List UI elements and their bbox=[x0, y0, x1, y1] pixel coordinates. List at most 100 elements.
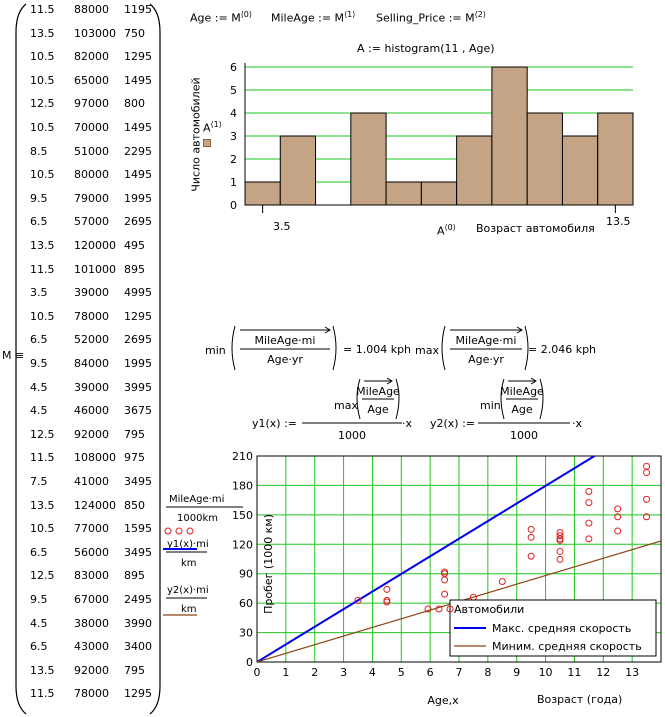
histogram-y-axis-label: Число автомобилей bbox=[189, 77, 203, 192]
legend-label-points: Автомобили bbox=[454, 603, 524, 616]
histogram-y-tick-label: 2 bbox=[230, 153, 237, 166]
trace1-denominator: 1000km bbox=[177, 513, 218, 524]
matrix-cell: 39000 bbox=[74, 286, 109, 300]
matrix-cell: 103000 bbox=[74, 26, 116, 40]
scatter-x-tick-label: 4 bbox=[369, 666, 376, 679]
matrix-row: 8.5 51000 2295 bbox=[0, 145, 170, 167]
matrix-cell: 39000 bbox=[74, 380, 109, 394]
matrix-row: 10.5 82000 1295 bbox=[0, 50, 170, 72]
matrix-cell: 800 bbox=[124, 97, 145, 111]
histogram-bar bbox=[350, 112, 387, 206]
histogram-y-trace-label: A⟨1⟩ bbox=[203, 120, 222, 135]
matrix-cell: 65000 bbox=[74, 73, 109, 87]
matrix-right-paren bbox=[149, 3, 161, 715]
matrix-cell: 4.5 bbox=[30, 404, 48, 418]
scatter-point bbox=[556, 555, 564, 563]
matrix-cell: 8.5 bbox=[30, 144, 48, 158]
scatter-point bbox=[441, 590, 449, 598]
scatter-x-trace-label: Age,x bbox=[427, 694, 459, 707]
y2-divisor: 1000 bbox=[510, 429, 538, 442]
matrix-cell: 10.5 bbox=[30, 309, 55, 323]
matrix-cell: 3675 bbox=[124, 404, 152, 418]
matrix-cell: 10.5 bbox=[30, 522, 55, 536]
y1-inner-denominator: Age bbox=[367, 403, 389, 416]
scatter-x-tick-label: 7 bbox=[456, 666, 463, 679]
matrix-cell: 3.5 bbox=[30, 286, 48, 300]
trace1-numerator: MileAge·mi bbox=[169, 494, 224, 505]
scatter-x-tick-label: 11 bbox=[567, 666, 581, 679]
scatter-x-axis-label: Возраст (года) bbox=[537, 693, 622, 706]
matrix-name: M ≡ bbox=[2, 349, 24, 362]
matrix-cell: 12.5 bbox=[30, 97, 55, 111]
y2-lhs: y2(x) := bbox=[430, 417, 475, 430]
scatter-point bbox=[441, 570, 449, 578]
matrix-row: 13.5 124000 850 bbox=[0, 499, 170, 521]
matrix-cell: 77000 bbox=[74, 522, 109, 536]
matrix-cell: 82000 bbox=[74, 50, 109, 64]
matrix-cell: 1295 bbox=[124, 309, 152, 323]
matrix-cell: 9.5 bbox=[30, 593, 48, 606]
scatter-y-tick-label: 60 bbox=[239, 597, 253, 610]
matrix-cell: 3495 bbox=[124, 475, 152, 488]
matrix-cell: 57000 bbox=[74, 215, 109, 229]
scatter-y-axis-label: Пробег (1000 км) bbox=[262, 514, 275, 614]
matrix-cell: 4.5 bbox=[30, 380, 48, 394]
max-denominator: Age·yr bbox=[468, 353, 504, 366]
scatter-x-tick-label: 2 bbox=[311, 666, 318, 679]
matrix-cell: 6.5 bbox=[30, 215, 48, 229]
matrix-cell: 750 bbox=[124, 26, 145, 40]
scatter-point bbox=[643, 495, 651, 503]
matrix-row: 7.5 41000 3495 bbox=[0, 475, 170, 497]
matrix-cell: 10.5 bbox=[30, 121, 55, 134]
matrix-cell: 1595 bbox=[124, 522, 152, 536]
scatter-y-tick-label: 150 bbox=[232, 509, 253, 522]
age-definition-text: Age := M bbox=[190, 11, 241, 25]
mileage-definition: MileAge := M⟨1⟩ bbox=[271, 10, 355, 25]
matrix-cell: 2695 bbox=[124, 215, 152, 229]
matrix-cell: 9.5 bbox=[30, 357, 48, 370]
scatter-x-tick-label: 8 bbox=[484, 666, 491, 679]
histogram-y-tick-label: 4 bbox=[230, 107, 237, 120]
legend-marker-points bbox=[424, 605, 432, 613]
scatter-x-tick-label: 3 bbox=[340, 666, 347, 679]
histogram-x-trace-sup: ⟨0⟩ bbox=[444, 223, 456, 232]
scatter-x-tick-label: 0 bbox=[254, 666, 261, 679]
y2-function: min bbox=[480, 399, 501, 412]
matrix-cell: 13.5 bbox=[30, 239, 55, 252]
matrix-cell: 67000 bbox=[74, 593, 109, 606]
matrix-row: 13.5 92000 795 bbox=[0, 664, 170, 686]
scatter-point bbox=[383, 585, 391, 593]
legend-label-max: Макс. средняя скорость bbox=[492, 622, 631, 635]
histogram-bar bbox=[526, 112, 563, 206]
matrix-cell: 795 bbox=[124, 663, 145, 677]
y2-inner-denominator: Age bbox=[511, 403, 533, 416]
min-result-text: = 1.004 kph bbox=[343, 343, 412, 356]
matrix-cell: 52000 bbox=[74, 333, 109, 347]
matrix-row: 10.5 80000 1495 bbox=[0, 168, 170, 190]
matrix-cell: 4.5 bbox=[30, 616, 48, 630]
matrix-cell: 6.5 bbox=[30, 333, 48, 347]
matrix-cell: 11.5 bbox=[30, 687, 55, 701]
scatter-frame bbox=[256, 455, 662, 663]
matrix-cell: 975 bbox=[124, 451, 145, 465]
matrix-cell: 11.5 bbox=[30, 262, 55, 276]
min-function: min bbox=[205, 344, 226, 357]
matrix-row: 10.5 65000 1495 bbox=[0, 74, 170, 96]
definition-operator: ≡ bbox=[15, 349, 25, 362]
scatter-x-tick-label: 1 bbox=[282, 666, 289, 679]
matrix-cell: 120000 bbox=[74, 239, 116, 252]
scatter-point bbox=[585, 488, 593, 496]
scatter-point bbox=[614, 513, 622, 521]
matrix-cell: 83000 bbox=[74, 569, 109, 583]
matrix-cell: 1495 bbox=[124, 73, 152, 87]
matrix-cell: 12.5 bbox=[30, 427, 55, 441]
matrix-cell: 46000 bbox=[74, 404, 109, 418]
matrix-row: 9.5 67000 2495 bbox=[0, 593, 170, 615]
scatter-point bbox=[527, 533, 535, 541]
scatter-x-tick-label: 12 bbox=[596, 666, 610, 679]
histogram-bar bbox=[420, 181, 458, 206]
matrix-cell: 41000 bbox=[74, 475, 109, 488]
legend-marker-points bbox=[446, 605, 454, 613]
y2-definition: y2(x) := min MileAge Age 1000 ·x bbox=[430, 377, 582, 442]
